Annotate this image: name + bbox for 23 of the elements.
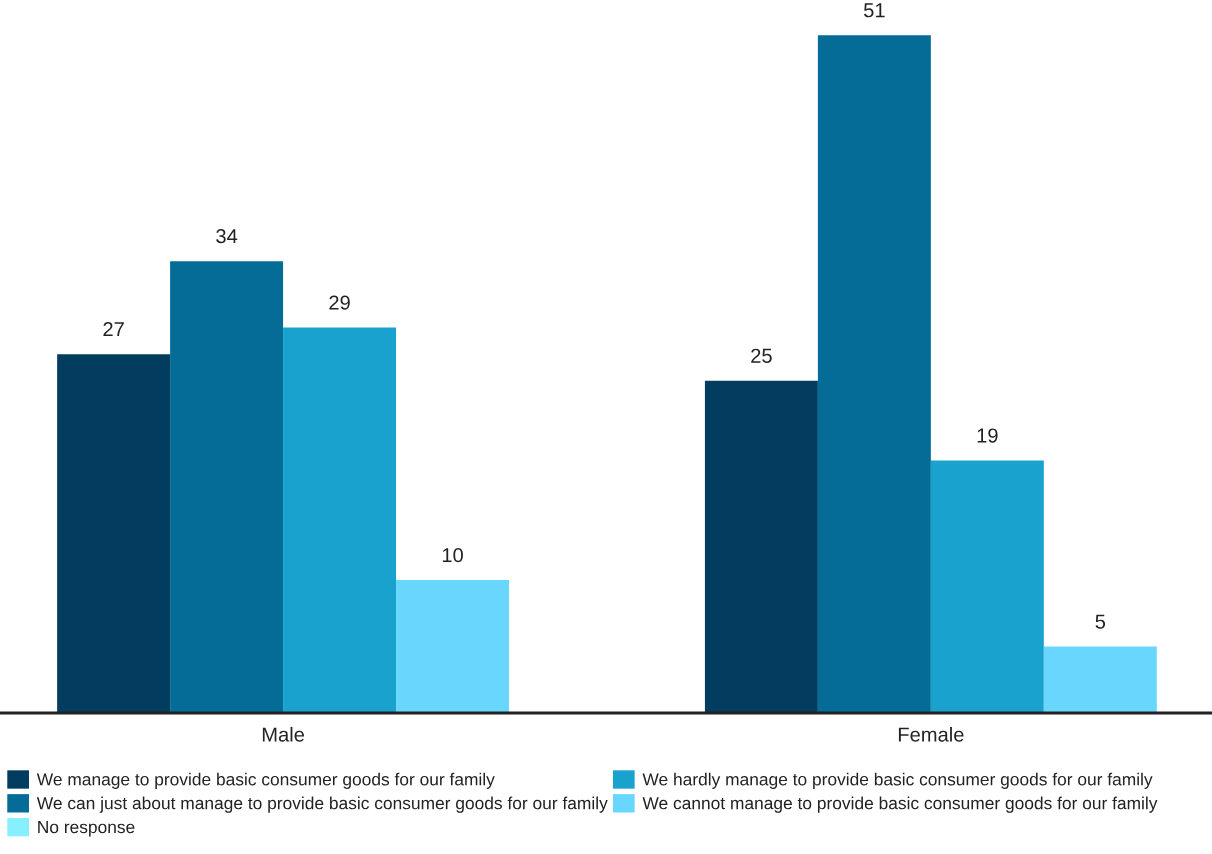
bar [1043, 646, 1157, 713]
x-tick-label: Male [262, 726, 305, 742]
x-tick-label: Female [898, 726, 964, 742]
legend-label: We manage to provide basic consumer goods for our family [36, 772, 495, 789]
bar [396, 580, 510, 713]
data-label: 29 [329, 295, 350, 310]
bar [283, 327, 397, 713]
data-label: 51 [863, 3, 885, 18]
legend-label: We cannot manage to provide basic consumer goods for our family [642, 796, 1158, 813]
bar [704, 380, 818, 713]
bar [57, 354, 171, 713]
data-label: 5 [1095, 614, 1106, 629]
data-label: 25 [751, 348, 772, 363]
bar [170, 261, 284, 713]
legend-label: No response [38, 821, 135, 837]
bar [817, 35, 931, 713]
data-label: 34 [216, 229, 238, 244]
legend-label: We can just about manage to provide basic consumer goods for our family [36, 796, 608, 813]
bar [930, 460, 1044, 713]
legend-label: We hardly manage to provide basic consumer goods for our family [642, 772, 1153, 789]
data-label: 27 [103, 322, 124, 337]
data-label: 19 [977, 428, 998, 443]
data-label: 10 [442, 547, 463, 563]
